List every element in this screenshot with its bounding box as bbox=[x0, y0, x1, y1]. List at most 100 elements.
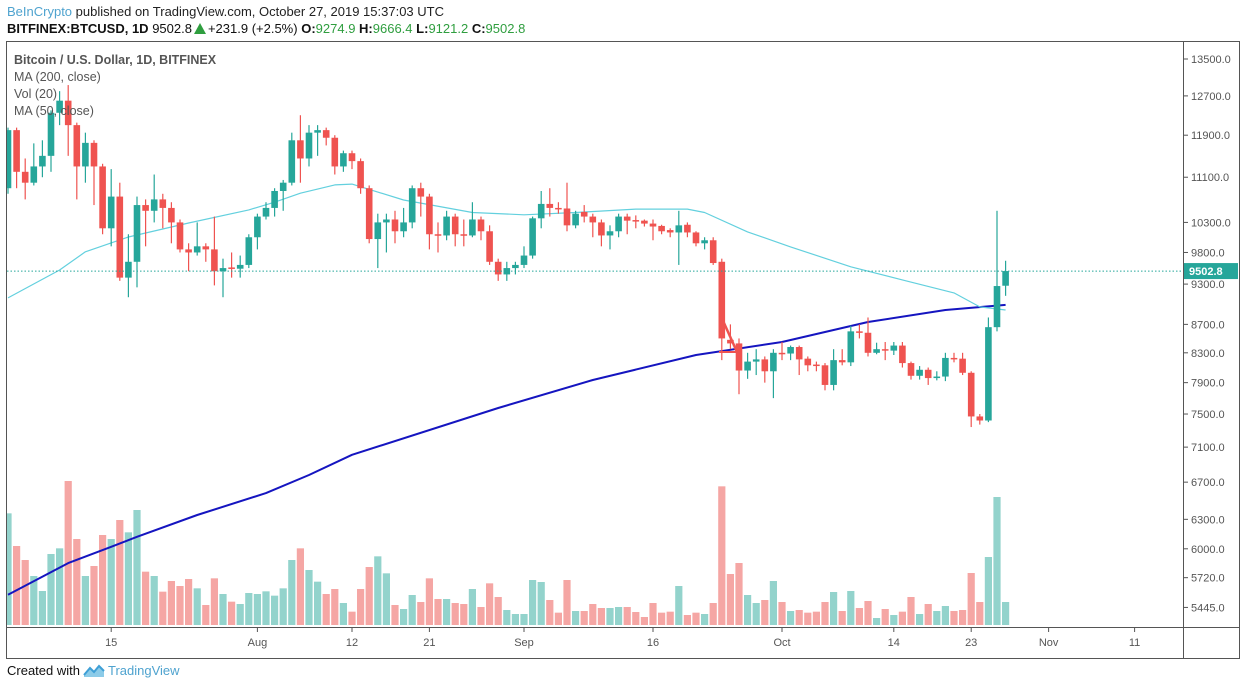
candle[interactable] bbox=[718, 258, 726, 361]
candle[interactable] bbox=[520, 246, 528, 269]
candle[interactable] bbox=[770, 349, 777, 399]
candle[interactable] bbox=[563, 182, 571, 232]
candle[interactable] bbox=[795, 345, 803, 376]
candle[interactable] bbox=[443, 210, 450, 241]
candle[interactable] bbox=[185, 243, 192, 272]
candle[interactable] bbox=[99, 163, 106, 235]
candle[interactable] bbox=[675, 210, 683, 265]
candle[interactable] bbox=[881, 341, 889, 361]
candle[interactable] bbox=[813, 361, 820, 372]
candle[interactable] bbox=[39, 140, 46, 178]
candle[interactable] bbox=[21, 158, 29, 200]
candle[interactable] bbox=[245, 234, 253, 269]
candle[interactable] bbox=[279, 179, 287, 211]
candle[interactable] bbox=[30, 143, 38, 186]
candle[interactable] bbox=[873, 342, 880, 355]
candle[interactable] bbox=[305, 125, 313, 167]
candle[interactable] bbox=[133, 196, 141, 288]
candle[interactable] bbox=[942, 352, 949, 382]
candle[interactable] bbox=[709, 237, 717, 265]
candle[interactable] bbox=[744, 352, 751, 379]
candle[interactable] bbox=[658, 224, 665, 235]
candle[interactable] bbox=[82, 132, 89, 183]
candle[interactable] bbox=[254, 213, 261, 250]
candle[interactable] bbox=[228, 252, 235, 278]
candle[interactable] bbox=[322, 127, 330, 146]
candle[interactable] bbox=[150, 174, 158, 223]
candle[interactable] bbox=[193, 222, 201, 256]
candle[interactable] bbox=[993, 210, 1001, 332]
candle[interactable] bbox=[933, 371, 941, 381]
candle[interactable] bbox=[684, 222, 691, 238]
candle[interactable] bbox=[985, 317, 992, 423]
candle[interactable] bbox=[176, 219, 184, 253]
candle[interactable] bbox=[159, 193, 167, 229]
candle[interactable] bbox=[692, 231, 700, 247]
candle[interactable] bbox=[529, 216, 536, 259]
candle[interactable] bbox=[56, 91, 63, 126]
candle[interactable] bbox=[512, 261, 519, 275]
candle[interactable] bbox=[589, 213, 597, 238]
candle[interactable] bbox=[47, 110, 55, 172]
candle[interactable] bbox=[477, 216, 485, 241]
candle[interactable] bbox=[408, 185, 416, 229]
candle[interactable] bbox=[537, 190, 545, 229]
candle[interactable] bbox=[142, 199, 149, 247]
candle[interactable] bbox=[804, 356, 812, 372]
candle[interactable] bbox=[288, 132, 296, 186]
candle[interactable] bbox=[460, 219, 468, 247]
candle[interactable] bbox=[641, 219, 648, 227]
candle[interactable] bbox=[314, 125, 321, 156]
candle[interactable] bbox=[847, 325, 855, 367]
candle[interactable] bbox=[821, 363, 829, 391]
candle[interactable] bbox=[391, 210, 399, 244]
time-axis[interactable]: 15 Aug 12 21 Sep 16 Oct 14 23 Nov 11 bbox=[105, 627, 1140, 649]
candle[interactable] bbox=[469, 202, 476, 238]
candle[interactable] bbox=[959, 352, 966, 376]
candle[interactable] bbox=[580, 205, 588, 223]
candle[interactable] bbox=[168, 202, 175, 244]
candle[interactable] bbox=[735, 338, 743, 395]
candle[interactable] bbox=[236, 255, 244, 278]
candle[interactable] bbox=[950, 352, 958, 363]
candle[interactable] bbox=[555, 202, 562, 214]
candle[interactable] bbox=[5, 127, 12, 194]
candle[interactable] bbox=[340, 150, 347, 172]
candle[interactable] bbox=[761, 356, 769, 383]
candle[interactable] bbox=[426, 193, 433, 250]
candle[interactable] bbox=[271, 188, 278, 217]
candle[interactable] bbox=[666, 228, 674, 238]
legend-ma200[interactable]: MA (200, close) bbox=[14, 70, 101, 84]
candle[interactable] bbox=[503, 261, 511, 281]
plot-area[interactable] bbox=[4, 85, 1183, 625]
candle[interactable] bbox=[890, 341, 898, 355]
candle[interactable] bbox=[830, 349, 837, 391]
candle[interactable] bbox=[907, 361, 915, 380]
candle[interactable] bbox=[623, 213, 631, 235]
candle[interactable] bbox=[357, 158, 364, 194]
candle[interactable] bbox=[331, 135, 339, 175]
candle[interactable] bbox=[107, 169, 115, 247]
candle[interactable] bbox=[262, 202, 270, 220]
candle[interactable] bbox=[632, 215, 640, 229]
candle[interactable] bbox=[606, 225, 614, 250]
candle[interactable] bbox=[116, 182, 124, 281]
candle[interactable] bbox=[297, 115, 304, 183]
candle[interactable] bbox=[967, 371, 975, 428]
publisher-link[interactable]: BeInCrypto bbox=[7, 4, 73, 19]
candle[interactable] bbox=[202, 243, 210, 262]
candle[interactable] bbox=[778, 341, 786, 361]
candle[interactable] bbox=[615, 213, 622, 238]
legend-ma50[interactable]: MA (50, close) bbox=[14, 104, 94, 118]
candle[interactable] bbox=[374, 213, 382, 269]
drawing-annotation[interactable] bbox=[718, 313, 739, 353]
candle[interactable] bbox=[417, 182, 425, 217]
drawing-trend-line[interactable] bbox=[718, 313, 739, 353]
candle[interactable] bbox=[976, 414, 984, 425]
candle[interactable] bbox=[365, 185, 373, 244]
candle[interactable] bbox=[13, 127, 20, 189]
candle[interactable] bbox=[400, 207, 407, 238]
candle[interactable] bbox=[924, 367, 932, 385]
candle[interactable] bbox=[916, 366, 923, 380]
